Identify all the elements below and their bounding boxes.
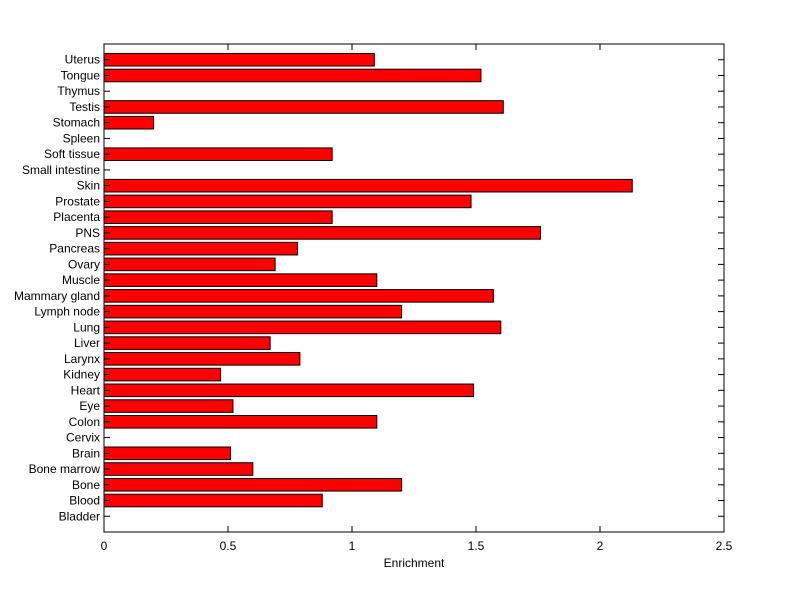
bar-liver xyxy=(103,336,271,350)
bar-pns xyxy=(103,226,541,240)
y-tick-label: Kidney xyxy=(63,368,100,382)
x-tick-label: 2.5 xyxy=(716,539,733,553)
bar-larynx xyxy=(103,352,301,366)
y-tick-label: Bladder xyxy=(59,509,100,523)
y-tick-label: Eye xyxy=(79,399,100,413)
bar-kidney xyxy=(103,367,222,382)
plot-frame xyxy=(103,43,725,533)
bar-pancreas xyxy=(103,241,298,256)
bar-heart xyxy=(103,383,475,398)
y-tick-label: Small intestine xyxy=(22,163,100,177)
bar-colon xyxy=(103,415,378,429)
y-tick-label: Blood xyxy=(69,494,100,508)
bar-eye xyxy=(103,399,234,413)
y-tick-label: Bone xyxy=(72,478,100,492)
y-tick-label: Lung xyxy=(73,320,100,334)
y-tick-label: Mammary gland xyxy=(14,289,100,303)
y-tick-label: Lymph node xyxy=(34,305,100,319)
bar-uterus xyxy=(103,52,375,67)
bar-stomach xyxy=(103,115,155,130)
bar-mammary-gland xyxy=(103,289,494,303)
bar-bone xyxy=(103,477,403,492)
bar-blood xyxy=(103,493,323,508)
bar-lung xyxy=(103,320,502,335)
y-tick-label: Pancreas xyxy=(49,242,100,256)
x-tick-label: 2 xyxy=(597,539,604,553)
x-tick-label: 0 xyxy=(101,539,108,553)
y-tick-label: Larynx xyxy=(64,352,100,366)
x-tick-label: 0.5 xyxy=(220,539,237,553)
y-tick-label: Thymus xyxy=(57,84,100,98)
bar-muscle xyxy=(103,273,378,287)
y-tick-label: Tongue xyxy=(61,68,101,82)
bar-tongue xyxy=(103,68,482,83)
y-tick-label: Testis xyxy=(69,100,100,114)
bar-soft-tissue xyxy=(103,147,333,161)
y-tick-label: Soft tissue xyxy=(44,147,100,161)
y-tick-label: Colon xyxy=(69,415,100,429)
y-tick-label: PNS xyxy=(75,226,100,240)
y-tick-label: Stomach xyxy=(53,116,100,130)
y-tick-label: Cervix xyxy=(66,431,100,445)
y-tick-label: Muscle xyxy=(62,273,100,287)
bar-lymph-node xyxy=(103,304,403,319)
y-tick-label: Heart xyxy=(71,383,101,397)
y-tick-label: Brain xyxy=(72,446,100,460)
bar-placenta xyxy=(103,210,333,224)
y-tick-label: Skin xyxy=(77,179,100,193)
bar-bone-marrow xyxy=(103,462,254,476)
bar-skin xyxy=(103,178,633,193)
x-axis-label: Enrichment xyxy=(384,556,445,570)
y-tick-label: Ovary xyxy=(68,257,100,271)
x-tick-label: 1.5 xyxy=(468,539,485,553)
y-tick-label: Spleen xyxy=(63,131,100,145)
bar-prostate xyxy=(103,194,472,209)
bar-testis xyxy=(103,100,504,114)
y-tick-label: Liver xyxy=(74,336,100,350)
y-tick-label: Uterus xyxy=(65,53,100,67)
bar-brain xyxy=(103,446,231,461)
y-tick-label: Prostate xyxy=(55,194,100,208)
bar-ovary xyxy=(103,257,276,272)
x-tick-label: 1 xyxy=(349,539,356,553)
y-tick-label: Bone marrow xyxy=(29,462,101,476)
y-tick-label: Placenta xyxy=(53,210,100,224)
